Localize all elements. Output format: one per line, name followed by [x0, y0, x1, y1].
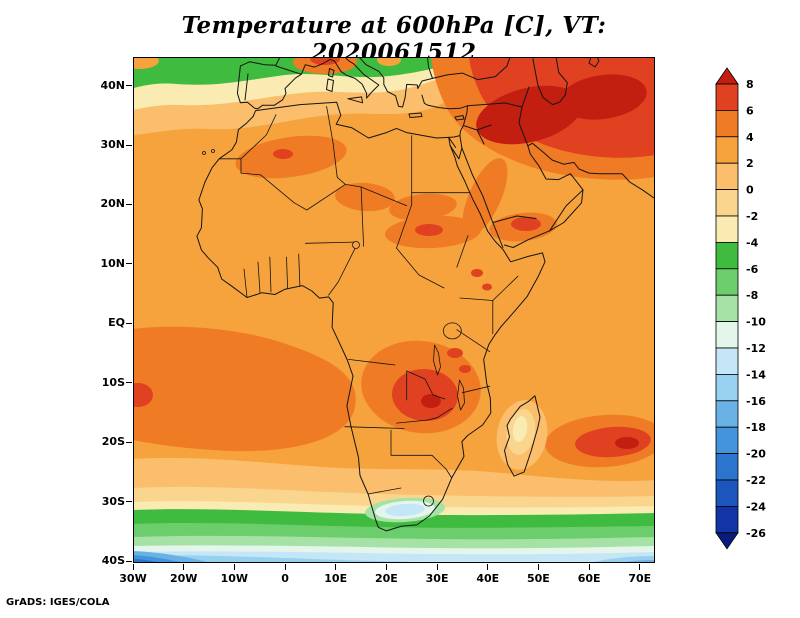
colorbar-segment	[715, 400, 739, 428]
y-tick-label: 30N	[100, 138, 125, 151]
x-tick-mark	[639, 564, 641, 570]
grads-credit: GrADS: IGES/COLA	[6, 597, 110, 608]
x-tick-label: 70E	[628, 572, 652, 585]
colorbar-segment	[715, 453, 739, 481]
colorbar-label: -2	[746, 210, 758, 223]
y-tick-mark	[126, 144, 132, 146]
x-tick-label: 50E	[527, 572, 550, 585]
figure-title: Temperature at 600hPa [C], VT: 202006151…	[181, 12, 607, 66]
x-tick-mark	[436, 564, 438, 570]
y-tick-label: 20N	[100, 197, 125, 211]
x-tick-mark	[385, 564, 387, 570]
x-tick-mark	[284, 564, 286, 570]
x-tick-label: 10E	[324, 572, 348, 585]
x-tick-label: 20W	[169, 572, 198, 585]
colorbar-label: -4	[746, 236, 759, 249]
colorbar-segment	[715, 136, 739, 164]
x-tick-mark	[588, 564, 590, 570]
x-tick-label: 10W	[220, 572, 249, 585]
colorbar-label: 8	[746, 78, 754, 91]
colorbar-label: -18	[746, 421, 766, 434]
colorbar-segment	[715, 83, 739, 111]
colorbar-label: -20	[746, 448, 766, 461]
colorbar-segment	[715, 505, 739, 534]
y-tick-mark	[126, 85, 132, 87]
map-plot-area	[133, 57, 655, 563]
x-tick-label: 0	[281, 572, 289, 585]
x-tick-mark	[335, 564, 337, 570]
x-tick-mark	[132, 564, 134, 570]
y-tick-mark	[126, 441, 132, 443]
colorbar-segment	[715, 268, 739, 296]
colorbar-label: 6	[746, 104, 754, 117]
colorbar-label: -8	[746, 289, 758, 302]
y-tick-label: 30S	[101, 494, 125, 508]
colorbar-label: 4	[746, 131, 754, 144]
x-tick-mark	[487, 564, 489, 570]
y-tick-label: 10S	[101, 375, 125, 389]
europe-coastlines	[236, 57, 331, 110]
colorbar-label: -12	[746, 342, 766, 355]
lakes	[202, 149, 465, 507]
y-tick-label: EQ	[108, 316, 125, 330]
y-tick-mark	[126, 263, 132, 265]
colorbar-segment	[715, 347, 739, 375]
colorbar-label: -14	[746, 368, 766, 381]
y-tick-mark	[126, 560, 132, 562]
coastlines-and-borders	[196, 57, 655, 532]
y-tick-mark	[126, 203, 132, 205]
country-borders	[218, 106, 519, 495]
colorbar-label: 0	[746, 184, 754, 197]
plot-frame	[133, 57, 655, 563]
x-tick-mark	[233, 564, 235, 570]
colorbar-label: -26	[746, 527, 766, 540]
temperature-shading	[133, 57, 655, 563]
colorbar-label: -16	[746, 395, 766, 408]
y-tick-mark	[126, 501, 132, 503]
colorbar-label: -24	[746, 500, 766, 513]
y-tick-label: 40S	[101, 554, 125, 568]
y-tick-mark	[126, 382, 132, 384]
colorbar-bottom-triangle	[715, 532, 739, 550]
colorbar-label: 2	[746, 157, 754, 170]
colorbar-segment	[715, 294, 739, 322]
x-tick-mark	[537, 564, 539, 570]
x-tick-label: 30E	[425, 572, 449, 585]
africa-coastline	[196, 101, 546, 532]
x-tick-label: 40E	[476, 572, 500, 585]
colorbar-segment	[715, 162, 739, 190]
colorbar-label: -22	[746, 474, 766, 487]
colorbar-segment	[715, 215, 739, 243]
africa-temperature-map	[133, 57, 655, 563]
colorbar-label: -6	[746, 263, 759, 276]
y-tick-label: 20S	[101, 435, 125, 449]
colorbar-label: -10	[746, 316, 766, 329]
colorbar: 8 6 4 2 0 -2 -4 -6 -8 -10 -12 -14 -16 -18 -20 -22 -24 -26	[715, 67, 766, 550]
colorbar-segment	[715, 241, 739, 270]
colorbar-segment	[715, 189, 739, 217]
x-tick-label: 30W	[119, 572, 147, 585]
x-tick-mark	[183, 564, 185, 570]
colorbar-segment	[715, 373, 739, 402]
x-tick-label: 60E	[577, 572, 601, 585]
colorbar-segment	[715, 110, 739, 138]
colorbar-top-triangle	[715, 67, 739, 85]
colorbar-segment	[715, 321, 739, 349]
colorbar-segment	[715, 426, 739, 455]
x-tick-label: 20E	[374, 572, 398, 585]
colorbar-segment	[715, 479, 739, 507]
y-tick-label: 40N	[100, 78, 125, 92]
madagascar-outline	[504, 395, 541, 477]
y-tick-mark	[126, 322, 132, 324]
y-tick-label: 10N	[100, 256, 125, 270]
